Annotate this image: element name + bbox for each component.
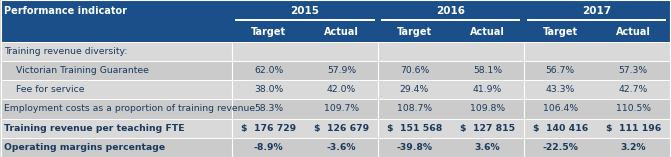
Text: 38.0%: 38.0%	[254, 85, 283, 94]
Bar	[1, 80, 670, 99]
Text: 109.8%: 109.8%	[470, 104, 505, 114]
Text: 110.5%: 110.5%	[616, 104, 651, 114]
Text: $  111 196: $ 111 196	[605, 124, 661, 133]
Text: Actual: Actual	[324, 27, 359, 37]
Text: -3.6%: -3.6%	[327, 143, 356, 152]
Bar	[1, 61, 670, 80]
Text: $  151 568: $ 151 568	[386, 124, 442, 133]
Text: $  176 729: $ 176 729	[241, 124, 296, 133]
Text: 3.2%: 3.2%	[621, 143, 646, 152]
Text: 109.7%: 109.7%	[324, 104, 359, 114]
Text: 70.6%: 70.6%	[400, 66, 429, 75]
Text: $  127 815: $ 127 815	[460, 124, 515, 133]
Text: Employment costs as a proportion of training revenue: Employment costs as a proportion of trai…	[4, 104, 255, 114]
Bar	[236, 19, 374, 21]
Text: $  140 416: $ 140 416	[533, 124, 588, 133]
Text: -22.5%: -22.5%	[542, 143, 578, 152]
Text: Target: Target	[251, 27, 286, 37]
Bar	[527, 19, 666, 21]
Text: 57.9%: 57.9%	[327, 66, 356, 75]
Text: Training revenue diversity:: Training revenue diversity:	[4, 47, 127, 56]
Text: 57.3%: 57.3%	[619, 66, 648, 75]
Bar	[1, 138, 670, 157]
Text: 58.3%: 58.3%	[254, 104, 283, 114]
Text: Target: Target	[397, 27, 432, 37]
Text: Target: Target	[543, 27, 578, 37]
Bar	[1, 23, 670, 42]
Text: 41.9%: 41.9%	[473, 85, 502, 94]
Text: Actual: Actual	[616, 27, 651, 37]
Bar	[1, 0, 670, 23]
Text: Actual: Actual	[470, 27, 505, 37]
Text: -39.8%: -39.8%	[397, 143, 432, 152]
Text: 62.0%: 62.0%	[254, 66, 283, 75]
Text: 43.3%: 43.3%	[546, 85, 575, 94]
Text: 2015: 2015	[291, 6, 319, 16]
Text: 3.6%: 3.6%	[474, 143, 500, 152]
Text: 56.7%: 56.7%	[546, 66, 575, 75]
Text: Operating margins percentage: Operating margins percentage	[4, 143, 165, 152]
Text: Performance indicator: Performance indicator	[4, 6, 127, 16]
Text: -8.9%: -8.9%	[254, 143, 283, 152]
Text: $  126 679: $ 126 679	[314, 124, 369, 133]
Text: 108.7%: 108.7%	[397, 104, 432, 114]
Text: 2017: 2017	[582, 6, 611, 16]
Text: Fee for service: Fee for service	[16, 85, 85, 94]
Bar	[1, 42, 670, 61]
Bar	[1, 99, 670, 119]
Text: Training revenue per teaching FTE: Training revenue per teaching FTE	[4, 124, 185, 133]
Text: 58.1%: 58.1%	[473, 66, 502, 75]
Text: 42.0%: 42.0%	[327, 85, 356, 94]
Bar	[381, 19, 521, 21]
Text: 42.7%: 42.7%	[619, 85, 648, 94]
Text: 106.4%: 106.4%	[543, 104, 578, 114]
Text: 29.4%: 29.4%	[400, 85, 429, 94]
Text: Victorian Training Guarantee: Victorian Training Guarantee	[16, 66, 149, 75]
Text: 2016: 2016	[436, 6, 466, 16]
Bar	[1, 119, 670, 138]
